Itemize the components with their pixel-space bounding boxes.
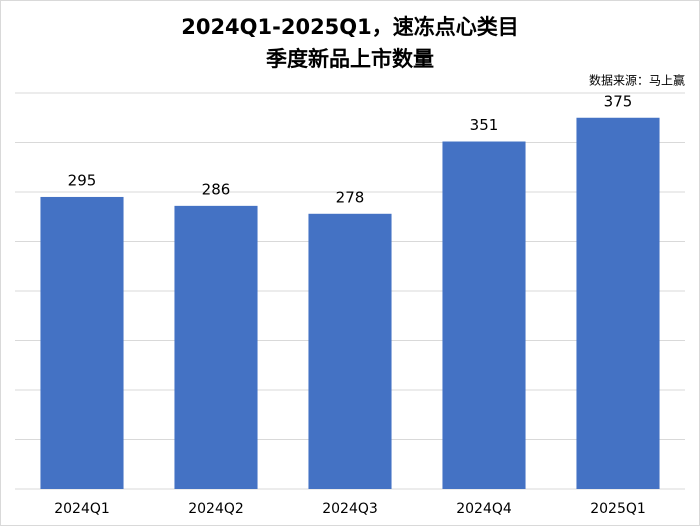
x-tick-label: 2024Q3 xyxy=(322,501,378,517)
chart-title: 2024Q1-2025Q1，速冻点心类目 xyxy=(181,15,519,39)
x-tick-label: 2024Q4 xyxy=(456,501,512,517)
data-label: 278 xyxy=(336,188,365,206)
x-tick-label: 2024Q1 xyxy=(54,501,110,517)
bar xyxy=(40,196,124,489)
data-label: 351 xyxy=(470,116,499,134)
bar xyxy=(576,117,660,489)
bar xyxy=(308,213,392,489)
bar xyxy=(442,141,526,489)
source-note: 数据来源：马上赢 xyxy=(589,73,685,88)
x-tick-label: 2025Q1 xyxy=(590,501,646,517)
x-tick-label: 2024Q2 xyxy=(188,501,244,517)
data-label: 286 xyxy=(202,180,231,198)
data-label: 295 xyxy=(68,171,97,189)
bar xyxy=(174,205,258,490)
chart-title: 季度新品上市数量 xyxy=(266,47,434,71)
data-label: 375 xyxy=(604,92,633,110)
